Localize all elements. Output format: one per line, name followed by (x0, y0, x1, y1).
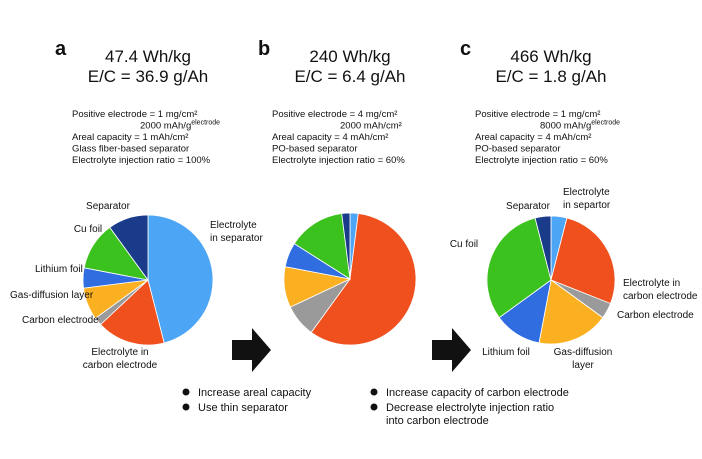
note-sup: electrode (591, 120, 620, 127)
slice-label: Electrolyte in carbon electrode (623, 278, 698, 302)
note-text: Areal capacity = 1 mAh/cm² (72, 132, 188, 143)
panel-label: c (460, 38, 471, 60)
bullet-text: Decrease electrolyte injection ratio into… (386, 402, 554, 427)
pie-slice (550, 217, 616, 305)
pie-slice (538, 279, 604, 345)
bullet-text: Increase areal capacity (198, 387, 312, 399)
pie-slice (534, 215, 552, 281)
note: Positive electrode = 1 mg/cm² (475, 109, 600, 120)
note-text: Positive electrode = 1 mg/cm² (475, 109, 600, 120)
note: Positive electrode = 1 mg/cm² (72, 109, 197, 120)
note-text: Areal capacity = 4 mAh/cm² (475, 132, 591, 143)
arrow (232, 328, 271, 372)
bullet-dot (370, 403, 378, 411)
note-sup: electrode (191, 120, 220, 127)
note: Electrolyte injection ratio = 60% (475, 155, 608, 166)
slice-label: Separator (506, 201, 551, 212)
slice-label: Gas-diffusion layer (554, 347, 613, 371)
note: Electrolyte injection ratio = 100% (72, 155, 211, 166)
note-text: PO-based separator (272, 144, 358, 155)
note-text: Electrolyte injection ratio = 100% (72, 155, 211, 166)
note: 2000 mAh/cm² (340, 121, 402, 132)
pie-slice (100, 279, 165, 346)
arrow (432, 328, 471, 372)
slice-label: Carbon electrode (22, 315, 99, 326)
chart-subtitle: E/C = 36.9 g/Ah (88, 67, 209, 86)
note: Positive electrode = 4 mg/cm² (272, 109, 397, 120)
note: Electrolyte injection ratio = 60% (272, 155, 405, 166)
slice-label: Electrolyte in separator (210, 220, 263, 244)
panel-label: a (55, 38, 67, 60)
note-text: Electrolyte injection ratio = 60% (475, 155, 608, 166)
note-text: Areal capacity = 4 mAh/cm² (272, 132, 388, 143)
note-text: Glass fiber-based separator (72, 144, 189, 155)
bullet-dot (182, 403, 190, 411)
slice-label: Separator (86, 201, 131, 212)
slice-label: Carbon electrode (617, 310, 694, 321)
note: PO-based separator (475, 144, 561, 155)
pie-slice (486, 217, 552, 319)
note-text: PO-based separator (475, 144, 561, 155)
chart-title: 240 Wh/kg (309, 47, 390, 66)
note: Areal capacity = 1 mAh/cm² (72, 132, 188, 143)
note-text: Positive electrode = 1 mg/cm² (72, 109, 197, 120)
note: PO-based separator (272, 144, 358, 155)
note-text: 2000 mAh/g (140, 121, 191, 132)
chart-title: 47.4 Wh/kg (105, 47, 191, 66)
note: 2000 mAh/gelectrode (140, 120, 220, 132)
slice-label: Cu foil (74, 224, 102, 235)
bullet-text: Increase capacity of carbon electrode (386, 387, 569, 399)
pie-slice (293, 213, 351, 280)
slice-label: Electrolyte in carbon electrode (83, 347, 158, 371)
slice-label: Lithium foil (482, 347, 530, 358)
bullet-text: Use thin separator (198, 402, 288, 414)
bullet-dot (182, 388, 190, 396)
note: Areal capacity = 4 mAh/cm² (272, 132, 388, 143)
chart-subtitle: E/C = 1.8 g/Ah (495, 67, 606, 86)
note: 8000 mAh/gelectrode (540, 120, 620, 132)
bullet-dot (370, 388, 378, 396)
slice-label: Lithium foil (35, 264, 83, 275)
note-text: Electrolyte injection ratio = 60% (272, 155, 405, 166)
note: Areal capacity = 4 mAh/cm² (475, 132, 591, 143)
panel-label: b (258, 38, 270, 60)
chart-subtitle: E/C = 6.4 g/Ah (294, 67, 405, 86)
pie-slice (109, 214, 149, 282)
chart-title: 466 Wh/kg (510, 47, 591, 66)
note: Glass fiber-based separator (72, 144, 189, 155)
slice-label: Cu foil (450, 239, 478, 250)
slice-label: Electrolyte in separtor (563, 187, 611, 211)
note-text: 8000 mAh/g (540, 121, 591, 132)
pie-slice (341, 212, 351, 280)
note-text: Positive electrode = 4 mg/cm² (272, 109, 397, 120)
pie-slice (310, 213, 417, 346)
note-text: 2000 mAh/cm² (340, 121, 402, 132)
slice-label: Gas-diffusion layer (10, 290, 94, 301)
pie-slice (147, 214, 214, 344)
